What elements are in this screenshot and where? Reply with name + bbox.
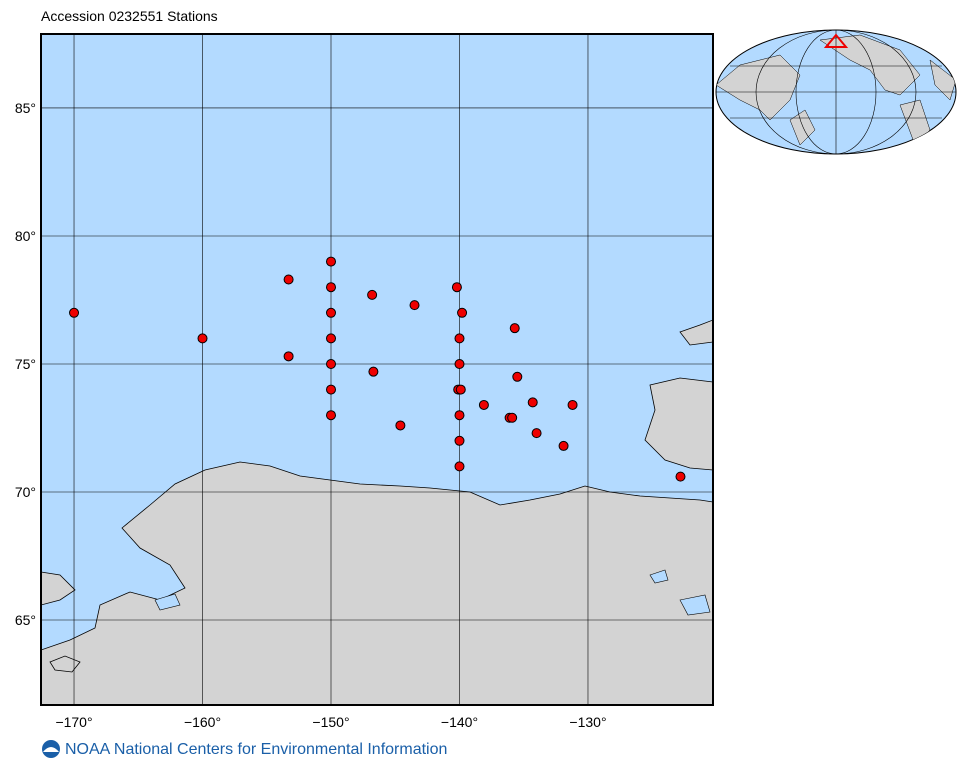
station xyxy=(197,333,208,344)
x-tick-label: −170° xyxy=(55,714,92,730)
station xyxy=(395,420,406,431)
station xyxy=(507,412,518,423)
y-tick-label: 65° xyxy=(15,612,36,628)
station xyxy=(326,358,337,369)
station xyxy=(454,358,465,369)
station xyxy=(675,471,686,482)
station xyxy=(367,289,378,300)
station xyxy=(478,399,489,410)
station xyxy=(409,300,420,311)
lakes xyxy=(154,569,711,616)
y-tick-label: 70° xyxy=(15,484,36,500)
station xyxy=(368,366,379,377)
graticule xyxy=(41,34,713,705)
station xyxy=(531,428,542,439)
station xyxy=(451,282,462,293)
y-tick-label: 80° xyxy=(15,228,36,244)
station xyxy=(283,274,294,285)
station xyxy=(326,410,337,421)
station xyxy=(454,410,465,421)
x-tick-label: −160° xyxy=(184,714,221,730)
inset-globe xyxy=(715,29,957,155)
station xyxy=(457,307,468,318)
stations xyxy=(69,256,686,482)
station xyxy=(326,256,337,267)
land xyxy=(41,319,713,705)
station xyxy=(455,384,466,395)
station xyxy=(454,333,465,344)
station xyxy=(512,371,523,382)
station xyxy=(454,435,465,446)
globe-graticule xyxy=(716,29,956,155)
station xyxy=(454,461,465,472)
y-tick-label: 75° xyxy=(15,356,36,372)
station xyxy=(527,397,538,408)
globe-region xyxy=(823,33,849,48)
station xyxy=(509,323,520,334)
y-tick-label: 85° xyxy=(15,100,36,116)
x-tick-label: −130° xyxy=(569,714,606,730)
station xyxy=(283,351,294,362)
station xyxy=(326,384,337,395)
station xyxy=(567,399,578,410)
station xyxy=(326,282,337,293)
station xyxy=(558,440,569,451)
map-title: Accession 0232551 Stations xyxy=(41,8,218,24)
map-frame xyxy=(40,33,714,706)
station xyxy=(326,333,337,344)
station xyxy=(326,307,337,318)
x-tick-label: −140° xyxy=(441,714,478,730)
x-tick-label: −150° xyxy=(312,714,349,730)
station xyxy=(69,307,80,318)
footer: NOAA National Centers for Environmental … xyxy=(65,741,447,758)
noaa-logo xyxy=(42,740,60,758)
